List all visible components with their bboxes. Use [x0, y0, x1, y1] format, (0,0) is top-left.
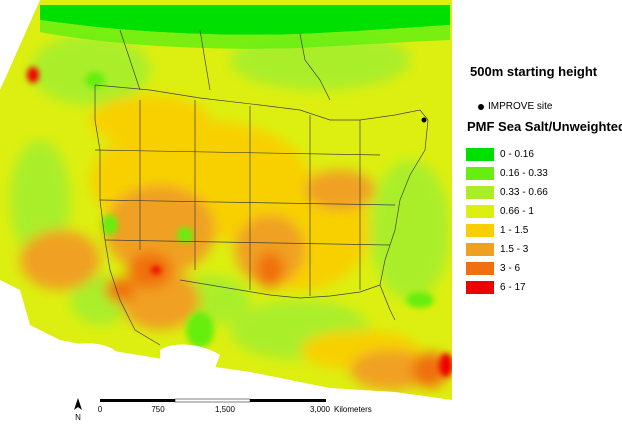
north-arrow-icon: N: [74, 398, 82, 422]
scale-tick-label: 0: [98, 405, 103, 414]
improve-site-marker: [421, 117, 427, 123]
legend-label: 0 - 0.16: [500, 149, 534, 160]
legend-swatch: [466, 205, 494, 218]
legend-swatch: [466, 167, 494, 180]
legend-label: 6 - 17: [500, 282, 526, 293]
scale-unit-label: Kilometers: [334, 405, 372, 414]
no-data-region: [62, 343, 220, 383]
concentration-field: [0, 0, 452, 400]
legend-swatch: [466, 224, 494, 237]
legend-label: 3 - 6: [500, 263, 521, 274]
sea-salt-map: [0, 0, 452, 400]
boundaries: [94, 29, 429, 346]
legend-label: 0.16 - 0.33: [500, 168, 548, 179]
site-dot-icon: [478, 104, 484, 110]
legend-label: 1 - 1.5: [500, 225, 529, 236]
height-title: 500m starting height: [470, 64, 598, 79]
legend-swatch: [466, 281, 494, 294]
scale-tick-label: 1,500: [215, 405, 236, 414]
legend-label: 1.5 - 3: [500, 244, 529, 255]
site-legend-label: IMPROVE site: [488, 101, 553, 112]
legend-swatch: [466, 148, 494, 161]
legend-swatch: [466, 262, 494, 275]
legend-title: PMF Sea Salt/Unweighted: [467, 119, 622, 134]
legend-label: 0.66 - 1: [500, 206, 534, 217]
scale-bar: N 0 750 1,500 3,000 Kilometers: [74, 398, 372, 422]
legend-swatch: [466, 186, 494, 199]
legend-label: 0.33 - 0.66: [500, 187, 548, 198]
legend-swatch: [466, 243, 494, 256]
north-label: N: [75, 413, 81, 422]
scale-tick-label: 750: [151, 405, 165, 414]
scale-tick-label: 3,000: [310, 405, 331, 414]
